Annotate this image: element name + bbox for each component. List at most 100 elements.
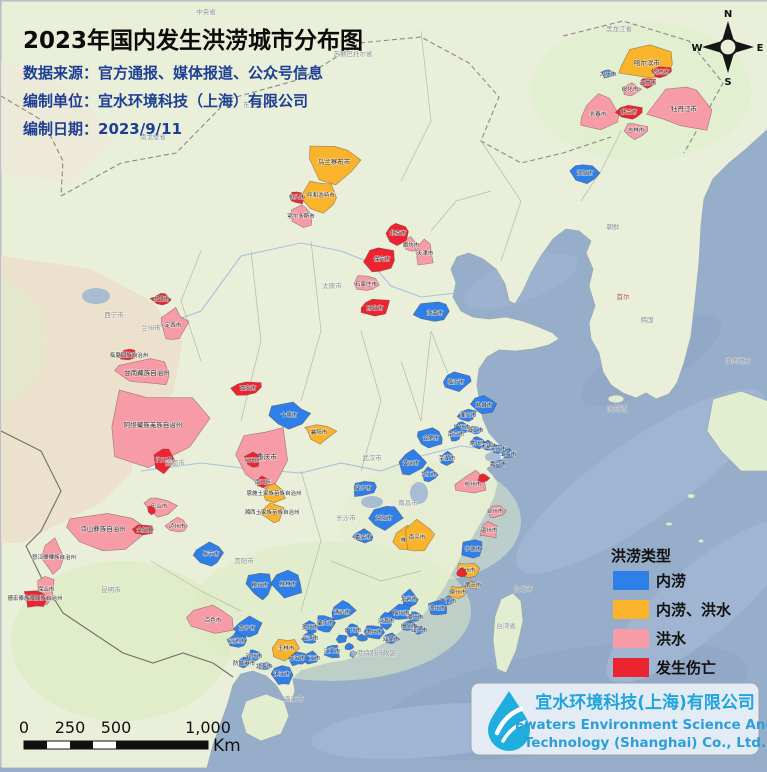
flood-region xyxy=(382,632,401,644)
flood-region xyxy=(243,451,260,468)
basemap-label: 黑龙江省 xyxy=(606,24,633,33)
flood-region xyxy=(491,459,506,468)
logo-company-cn: 宜水环境科技(上海)有限公司 xyxy=(535,692,755,713)
flood-region-label: 扬州市 xyxy=(454,423,471,431)
flood-region xyxy=(449,426,462,442)
flood-region xyxy=(639,78,656,89)
flood-region-label: 临夏回族自治州 xyxy=(110,351,149,359)
flood-region xyxy=(379,611,394,631)
basemap-label: 东戈壁省 xyxy=(243,100,270,109)
basemap-label: 武汉市 xyxy=(362,453,382,462)
flood-region-label: 广州市 xyxy=(345,626,362,634)
map-title: 2023年国内发生洪涝城市分布图 xyxy=(23,27,363,54)
basemap-label: 昆明市 xyxy=(101,585,121,594)
flood-region xyxy=(245,572,272,601)
flood-region-label: 河池市 xyxy=(229,637,246,645)
flood-region xyxy=(454,469,487,494)
flood-region-label: 临沂市 xyxy=(448,378,465,386)
flood-region xyxy=(405,236,417,252)
flood-region-label: 廊坊市 xyxy=(403,241,420,249)
logo-company-en2: Technology (Shanghai) Co., Ltd. xyxy=(524,735,766,751)
flood-region xyxy=(477,473,491,483)
flood-region-label: 泸州市 xyxy=(169,522,186,530)
flood-region xyxy=(235,427,288,493)
flood-region xyxy=(268,401,312,430)
flood-region-label: 白银市 xyxy=(153,295,170,303)
flood-region xyxy=(238,656,251,669)
flood-region xyxy=(303,620,317,634)
flood-region xyxy=(401,588,419,609)
flood-region-label: 吉林市 xyxy=(628,126,645,134)
flood-region-label: 金阳县 xyxy=(137,526,154,534)
flood-region xyxy=(258,502,285,524)
flood-region xyxy=(232,615,263,638)
flood-region-label: 漳州市 xyxy=(429,604,446,612)
flood-region-label: 防城港市 xyxy=(233,659,256,667)
basemap-label: 朝鲜 xyxy=(607,222,621,231)
flood-region-label: 十堰市 xyxy=(281,411,298,419)
flood-region-label: 牡丹江市 xyxy=(671,104,698,113)
scale-tick: 0 xyxy=(19,718,29,737)
flood-region xyxy=(442,371,472,393)
flood-region-label: 桂林市 xyxy=(280,580,297,588)
flood-region xyxy=(356,633,369,642)
maker-line: 编制单位：宜水环境科技（上海）有限公司 xyxy=(23,92,308,110)
flood-region xyxy=(270,665,294,685)
logo-company-en1: Ewaters Environment Science And xyxy=(515,717,767,733)
flood-region xyxy=(271,638,300,662)
compass-n: N xyxy=(724,9,732,20)
flood-region xyxy=(291,204,313,228)
flood-region xyxy=(246,649,263,662)
flood-region-label: 惠州市 xyxy=(366,628,383,636)
flood-region-label: 揭阳市 xyxy=(401,622,418,630)
flood-region xyxy=(316,615,336,633)
flood-region-label: 石家庄市 xyxy=(355,280,378,288)
flood-region-label: 龙岩市 xyxy=(401,595,418,603)
flood-region-label: 咸宁市 xyxy=(355,484,372,492)
flood-region xyxy=(66,513,150,552)
flood-region-label: 娄底市 xyxy=(355,533,372,541)
legend-label-sw: 发生伤亡 xyxy=(655,659,716,677)
legend-swatch-nh xyxy=(613,600,649,619)
flood-region xyxy=(353,275,380,291)
jeju-island xyxy=(607,394,625,404)
flood-region xyxy=(415,238,434,266)
flood-region-label: 汕头市 xyxy=(411,626,428,634)
flood-region-label: 万州区 xyxy=(244,457,261,464)
basemap-label: 长沙市 xyxy=(336,513,356,522)
basemap-label: 台北市 xyxy=(513,584,533,593)
basemap-capital-label: 首尔 xyxy=(617,292,631,301)
scale-tick-labels: 0 250 500 1,000 xyxy=(19,718,231,737)
flood-region xyxy=(186,604,234,634)
basemap-label: 韩国 xyxy=(641,315,654,324)
flood-region-label: 嘉兴市 xyxy=(490,460,507,468)
flood-region xyxy=(257,662,273,670)
basemap-label: 西宁市 xyxy=(104,310,124,319)
rivers xyxy=(140,242,502,474)
flood-region xyxy=(360,298,390,317)
islands xyxy=(240,390,767,742)
flood-region-label: 无锡市 xyxy=(481,442,498,450)
flood-region xyxy=(416,427,443,449)
flood-region-label: 大庆市 xyxy=(600,70,617,78)
flood-region-label: 汶川县 xyxy=(156,456,173,464)
date-line: 编制日期：2023/9/11 xyxy=(23,120,182,138)
flood-region-label: 贺州市 xyxy=(302,623,319,631)
flood-region xyxy=(614,104,643,120)
title-block: 2023年国内发生洪涝城市分布图 数据来源：官方通报、媒体报道、公众号信息 编制… xyxy=(23,27,363,138)
flood-region xyxy=(405,518,436,552)
flood-region xyxy=(448,585,467,599)
flood-region xyxy=(149,292,172,306)
flood-region xyxy=(263,483,286,504)
flood-region-label: 钦州市 xyxy=(246,652,263,660)
hainan-island xyxy=(240,693,290,742)
flood-region xyxy=(363,247,395,273)
flood-region xyxy=(456,408,477,422)
flood-region-label: 沈阳市 xyxy=(577,169,594,177)
flood-region-label: 柳州市 xyxy=(252,581,269,589)
flood-region-label: 天津市 xyxy=(417,249,434,257)
